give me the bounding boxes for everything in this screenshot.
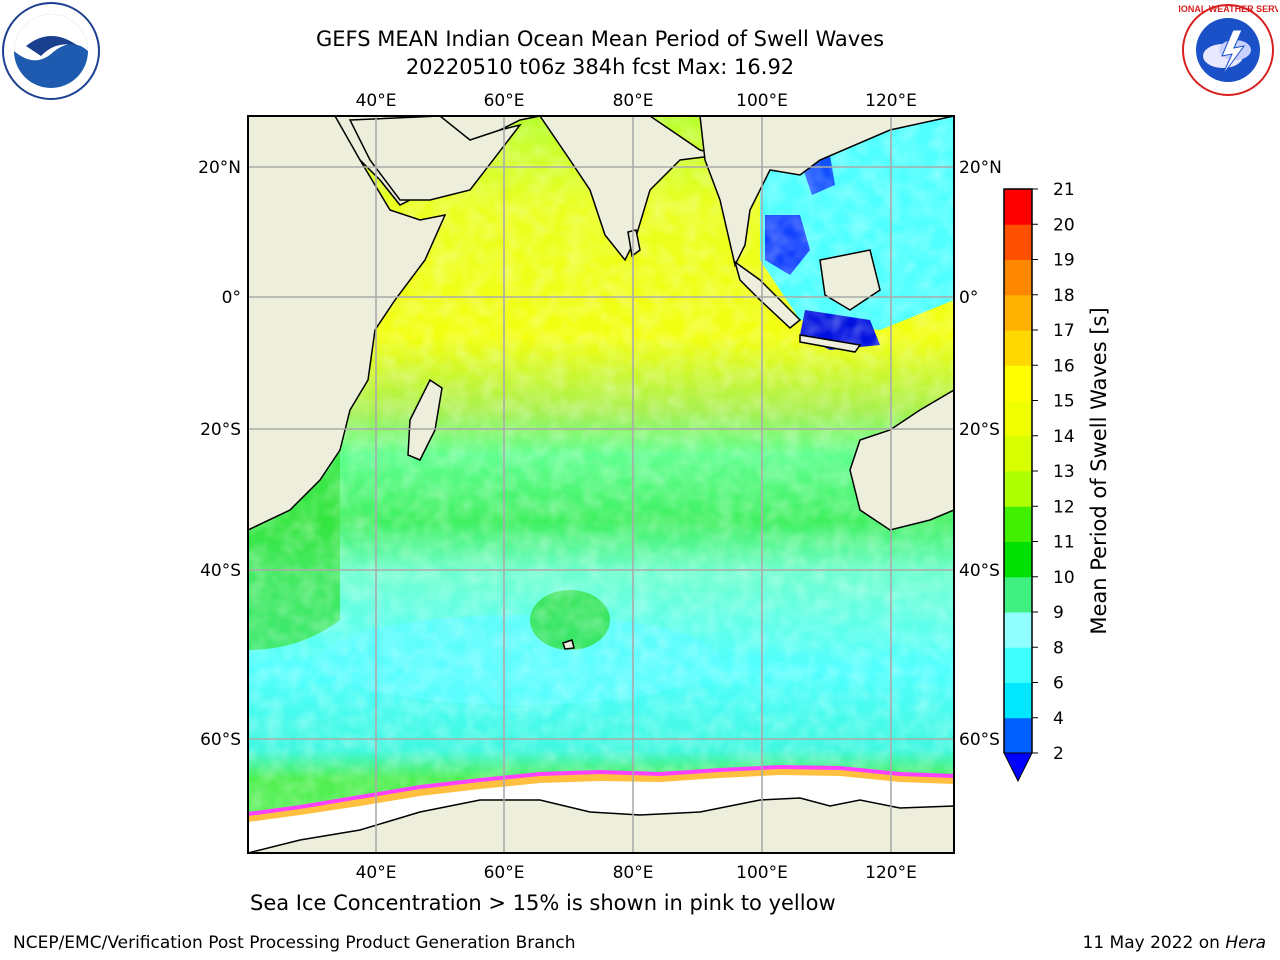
colorbar-tick-label: 18 — [1053, 286, 1075, 306]
colorbar-tick-label: 4 — [1053, 709, 1064, 729]
land-antarctica — [248, 797, 954, 853]
colorbar-swatch — [1004, 612, 1032, 648]
lat-tick-left-4: 60°S — [200, 730, 241, 750]
map-frame — [247, 115, 955, 854]
footer-date: 11 May 2022 on Hera — [1083, 933, 1267, 953]
colorbar-swatch — [1004, 365, 1032, 401]
land-africa — [248, 116, 447, 531]
colorbar-swatch — [1004, 400, 1032, 437]
colorbar-tick-label: 15 — [1053, 392, 1075, 412]
colorbar-tick-label: 6 — [1053, 674, 1064, 694]
land-java — [799, 334, 862, 353]
land-borneo — [819, 249, 881, 311]
colorbar-tick-label: 8 — [1053, 638, 1064, 658]
lon-tick-bottom-0: 40°E — [356, 863, 397, 883]
colorbar-tick-label: 2 — [1053, 744, 1064, 764]
colorbar-swatch — [1004, 259, 1032, 296]
land-se-asia — [699, 116, 954, 268]
lat-tick-right-0: 20°N — [959, 158, 1002, 178]
colorbar-swatch — [1004, 471, 1032, 507]
colorbar-tick-label: 14 — [1053, 427, 1075, 447]
land-sumatra — [733, 260, 802, 329]
colorbar-swatch — [1004, 330, 1032, 366]
chart-title: GEFS MEAN Indian Ocean Mean Period of Sw… — [315, 27, 885, 51]
land-kerguelen — [562, 639, 575, 650]
colorbar-tick-label: 9 — [1053, 603, 1064, 623]
lon-tick-bottom-4: 120°E — [865, 863, 917, 883]
nws-logo-text: NATIONAL WEATHER SERVICE — [1178, 4, 1278, 14]
colorbar-swatch — [1004, 224, 1032, 260]
colorbar-swatch — [1004, 294, 1032, 331]
lon-tick-top-3: 100°E — [736, 91, 788, 111]
colorbar-tick-label: 19 — [1053, 251, 1075, 271]
lon-tick-bottom-3: 100°E — [736, 863, 788, 883]
colorbar-tick-label: 20 — [1053, 215, 1075, 235]
lat-tick-left-1: 0° — [222, 288, 241, 308]
sea-ice-note: Sea Ice Concentration > 15% is shown in … — [250, 891, 836, 915]
colorbar-tick-label: 12 — [1053, 497, 1075, 517]
land-australia — [849, 389, 954, 531]
graticule — [248, 116, 954, 853]
colorbar-under-arrow — [1003, 752, 1033, 783]
colorbar-tick-label: 17 — [1053, 321, 1075, 341]
colorbar-swatch — [1004, 682, 1032, 719]
lon-tick-top-0: 40°E — [356, 91, 397, 111]
colorbar-swatch — [1004, 189, 1032, 225]
lon-tick-bottom-2: 80°E — [613, 863, 654, 883]
footer-machine: Hera — [1225, 933, 1266, 953]
footer-branch: NCEP/EMC/Verification Post Processing Pr… — [13, 933, 576, 953]
footer-date-text: 11 May 2022 on — [1082, 933, 1226, 953]
colorbar-tick-label: 11 — [1053, 533, 1075, 553]
lat-tick-right-1: 0° — [959, 288, 978, 308]
lon-tick-top-2: 80°E — [613, 91, 654, 111]
colorbar-swatch — [1004, 576, 1032, 613]
noaa-logo-text: NOAA — [29, 21, 73, 38]
lat-tick-right-2: 20°S — [959, 420, 1000, 440]
colorbar-tick-label: 13 — [1053, 462, 1075, 482]
land-masses — [248, 116, 954, 853]
colorbar-label: Mean Period of Swell Waves [s] — [1087, 307, 1111, 634]
lat-tick-right-3: 40°S — [959, 561, 1000, 581]
colorbar-tick-label: 16 — [1053, 356, 1075, 376]
lat-tick-left-2: 20°S — [200, 420, 241, 440]
colorbar-swatch — [1004, 506, 1032, 542]
noaa-logo: NOAA — [2, 2, 100, 100]
colorbar-swatch — [1004, 435, 1032, 472]
nws-logo: NATIONAL WEATHER SERVICE — [1178, 4, 1278, 96]
land-india — [539, 116, 721, 262]
lat-tick-right-4: 60°S — [959, 730, 1000, 750]
lat-tick-left-3: 40°S — [200, 561, 241, 581]
lon-tick-top-1: 60°E — [484, 91, 525, 111]
lat-tick-left-0: 20°N — [198, 158, 241, 178]
chart-subtitle: 20220510 t06z 384h fcst Max: 16.92 — [405, 55, 795, 79]
colorbar-swatch — [1004, 541, 1032, 578]
colorbar-tick-label: 10 — [1053, 568, 1075, 588]
lon-tick-bottom-1: 60°E — [484, 863, 525, 883]
land-madagascar — [407, 378, 443, 461]
colorbar-swatch — [1004, 647, 1032, 683]
colorbar: 2 4 6 8 9 10 11 12 13 14 15 16 17 18 19 20 21 — [1003, 180, 1075, 783]
colorbar-swatch — [1004, 717, 1032, 754]
lon-tick-top-4: 120°E — [865, 91, 917, 111]
land-arabia — [348, 116, 522, 201]
colorbar-tick-label: 21 — [1053, 180, 1075, 200]
